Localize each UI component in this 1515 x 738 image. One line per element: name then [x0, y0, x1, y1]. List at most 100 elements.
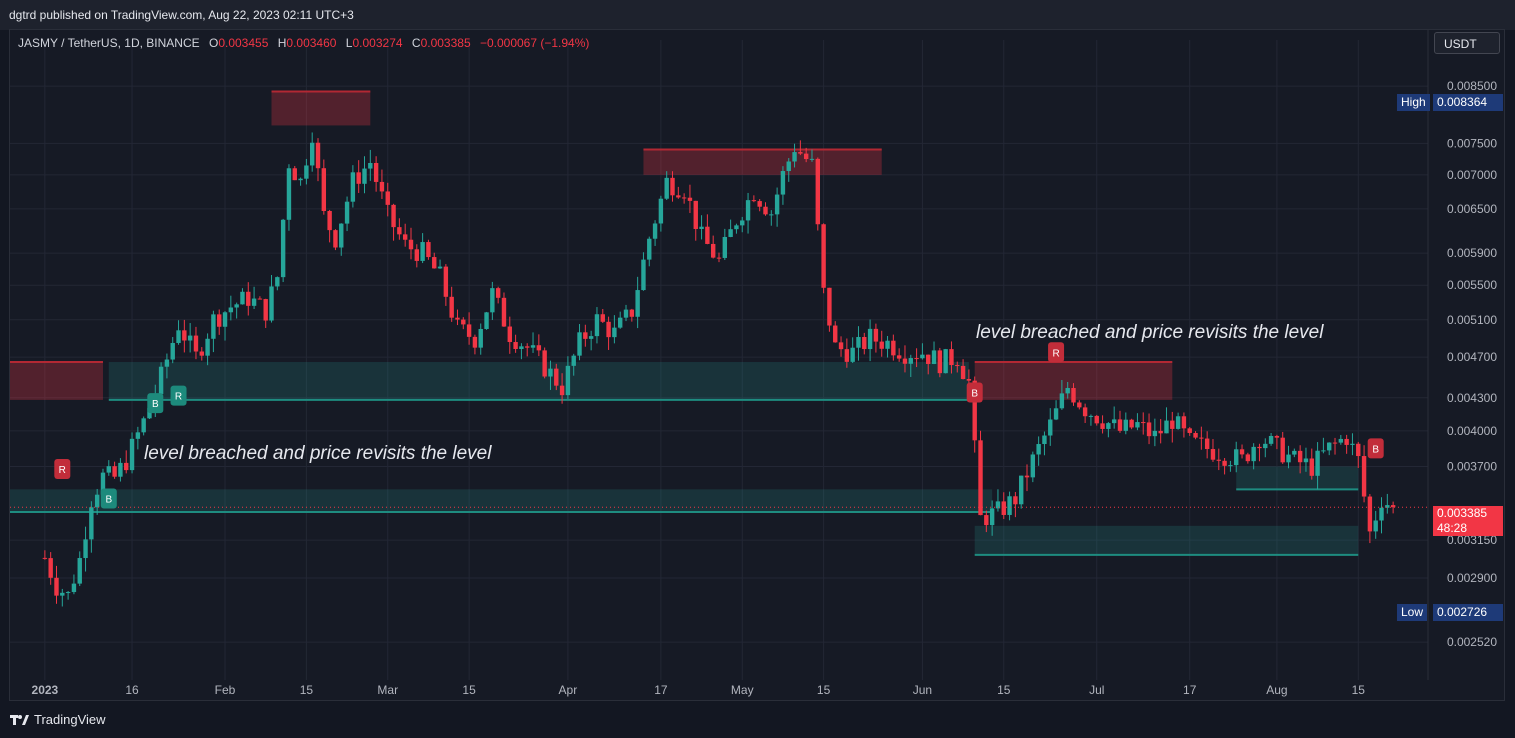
annotation-text: level breached and price revisits the le…: [976, 322, 1324, 343]
candle-body: [1175, 416, 1181, 429]
candle-body: [1158, 430, 1163, 434]
candle-body: [676, 195, 681, 198]
candle-body: [1059, 393, 1065, 409]
resistance-zone: [271, 91, 371, 126]
candle-body: [926, 354, 931, 364]
candle-body: [1170, 420, 1175, 429]
candle-body: [1181, 416, 1187, 429]
candle-body: [1367, 496, 1373, 532]
candle-body: [902, 358, 908, 364]
candle-body: [402, 234, 408, 240]
candle-body: [850, 347, 855, 362]
y-tick-label: 0.006500: [1447, 202, 1497, 216]
candle-body: [1315, 450, 1320, 476]
candle-body: [170, 342, 175, 360]
candle-body: [356, 172, 361, 184]
candle-body: [1001, 501, 1006, 515]
candle-body: [1280, 437, 1285, 463]
candle-body: [1321, 450, 1326, 452]
candle-body: [1077, 402, 1082, 408]
y-tick-label: 0.005900: [1447, 246, 1497, 260]
candle-body: [1356, 443, 1361, 457]
symbol-label[interactable]: JASMY / TetherUS, 1D, BINANCE: [18, 36, 200, 50]
x-tick-label: Jul: [1089, 683, 1104, 697]
close-value: 0.003385: [420, 36, 471, 50]
candle-body: [1141, 422, 1146, 424]
candle-body: [554, 368, 559, 386]
candle-body: [914, 358, 919, 360]
candle-body: [1390, 505, 1396, 508]
candle-body: [1117, 419, 1123, 431]
candle-body: [1222, 460, 1227, 466]
signal-marker: [170, 385, 187, 406]
candle-body: [1257, 446, 1262, 449]
candle-body: [652, 223, 658, 239]
x-tick-label: 17: [654, 683, 668, 697]
signal-marker-label: B: [1372, 444, 1379, 455]
candle-body: [292, 168, 297, 181]
candle-body: [623, 309, 629, 318]
candle-body: [71, 583, 77, 593]
x-tick-label: Feb: [215, 683, 236, 697]
candle-body: [397, 227, 402, 235]
candle-body: [1111, 419, 1117, 424]
support-zone: [1236, 466, 1359, 490]
candle-body: [1361, 456, 1367, 497]
candle-body: [263, 299, 268, 321]
support-zone: [974, 525, 1359, 555]
candle-body: [1071, 387, 1076, 403]
candle-body: [373, 163, 379, 182]
candle-body: [873, 328, 879, 342]
candle-body: [449, 296, 454, 318]
candle-body: [321, 168, 327, 211]
candle-body: [478, 328, 483, 348]
candle-body: [42, 557, 48, 559]
candle-body: [1350, 443, 1355, 445]
candle-body: [862, 337, 867, 350]
resistance-zone: [10, 362, 103, 400]
low-tag-value: 0.002726: [1433, 604, 1503, 621]
countdown-tag: 48:28: [1433, 521, 1503, 536]
candle-body: [513, 342, 518, 350]
candle-body: [275, 277, 280, 287]
candle-body: [1292, 450, 1297, 455]
x-tick-label: Apr: [559, 683, 578, 697]
candle-body: [246, 291, 251, 306]
currency-button[interactable]: USDT: [1434, 32, 1500, 54]
candle-body: [176, 330, 181, 343]
candle-body: [280, 219, 286, 278]
candle-body: [344, 201, 350, 224]
chart-frame[interactable]: [9, 29, 1505, 701]
candle-body: [106, 466, 111, 473]
candle-body: [966, 379, 972, 381]
candle-body: [734, 225, 739, 230]
candle-body: [309, 142, 315, 166]
candle-body: [1274, 435, 1280, 438]
candle-body: [1018, 475, 1024, 505]
candle-body: [257, 298, 263, 300]
candle-body: [1193, 432, 1198, 438]
candle-body: [65, 592, 71, 594]
candle-body: [1263, 443, 1268, 449]
signal-marker: [1048, 342, 1065, 363]
candle-body: [495, 288, 501, 298]
candle-body: [124, 462, 129, 471]
y-tick-label: 0.005100: [1447, 313, 1497, 327]
tradingview-brand[interactable]: TradingView: [10, 712, 106, 727]
candle-body: [705, 226, 710, 244]
candle-body: [838, 342, 844, 350]
candle-body: [740, 220, 745, 226]
candle-body: [350, 172, 356, 202]
signal-marker: [54, 459, 71, 480]
candle-body: [896, 355, 902, 359]
candle-body: [1106, 423, 1111, 429]
candle-body: [507, 326, 512, 343]
open-value: 0.003455: [218, 36, 269, 50]
candle-body: [803, 153, 809, 160]
candle-body: [641, 259, 646, 291]
candle-body: [1030, 454, 1036, 478]
candle-body: [1268, 435, 1274, 444]
candle-body: [48, 558, 53, 578]
candle-body: [1024, 475, 1030, 478]
